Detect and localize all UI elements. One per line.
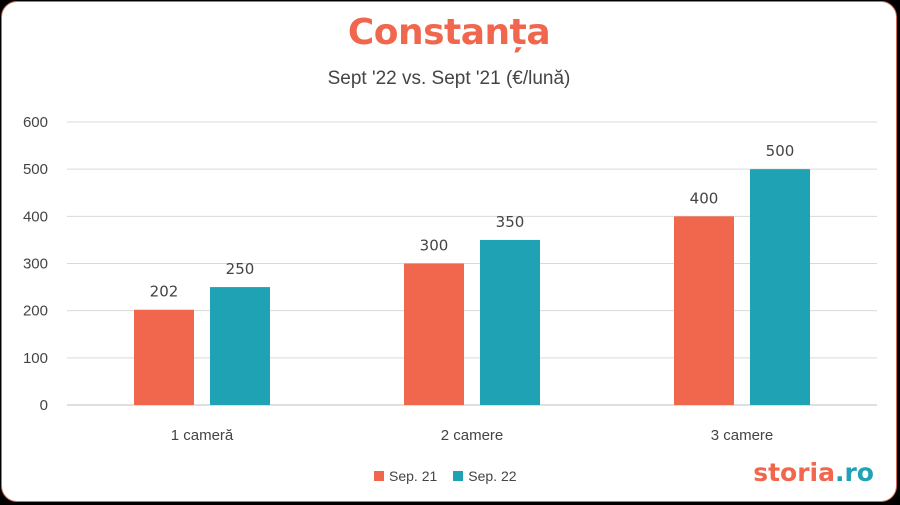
legend-swatch-sep22 bbox=[453, 471, 464, 481]
data-label: 350 bbox=[496, 213, 525, 231]
storia-logo: storia.ro bbox=[753, 458, 874, 487]
data-label: 202 bbox=[150, 283, 179, 301]
bar-sep22-1 bbox=[210, 287, 270, 405]
legend-label-sep21: Sep. 21 bbox=[389, 468, 438, 484]
x-category-label: 1 cameră bbox=[171, 427, 234, 444]
legend-label-sep22: Sep. 22 bbox=[468, 468, 517, 484]
y-tick-label: 500 bbox=[23, 161, 48, 178]
bar-sep22-2 bbox=[480, 239, 540, 405]
logo-main: storia bbox=[753, 458, 835, 487]
y-tick-label: 400 bbox=[23, 208, 48, 225]
y-tick-label: 100 bbox=[23, 350, 48, 367]
x-category-label: 3 camere bbox=[711, 427, 774, 444]
bar-sep21-2 bbox=[404, 263, 464, 405]
legend-item-sep22: Sep. 22 bbox=[453, 468, 517, 484]
y-tick-label: 200 bbox=[23, 303, 48, 320]
data-label: 500 bbox=[766, 142, 795, 160]
x-category-label: 2 camere bbox=[441, 427, 504, 444]
bar-sep21-1 bbox=[134, 309, 194, 405]
legend: Sep. 21 Sep. 22 bbox=[374, 468, 517, 484]
chart-subtitle: Sept '22 vs. Sept '21 (€/lună) bbox=[327, 68, 571, 89]
y-tick-label: 0 bbox=[40, 397, 48, 414]
y-tick-label: 600 bbox=[23, 114, 48, 131]
bar-sep22-3 bbox=[750, 169, 810, 405]
logo-suffix: .ro bbox=[834, 458, 874, 487]
y-tick-label: 300 bbox=[23, 256, 48, 273]
chart-title: Constanța bbox=[347, 12, 551, 53]
legend-swatch-sep21 bbox=[374, 471, 384, 481]
data-label: 250 bbox=[226, 260, 255, 278]
bar-sep21-3 bbox=[674, 216, 734, 405]
legend-item-sep21: Sep. 21 bbox=[374, 468, 437, 484]
data-label: 300 bbox=[420, 237, 449, 255]
data-label: 400 bbox=[690, 189, 719, 207]
